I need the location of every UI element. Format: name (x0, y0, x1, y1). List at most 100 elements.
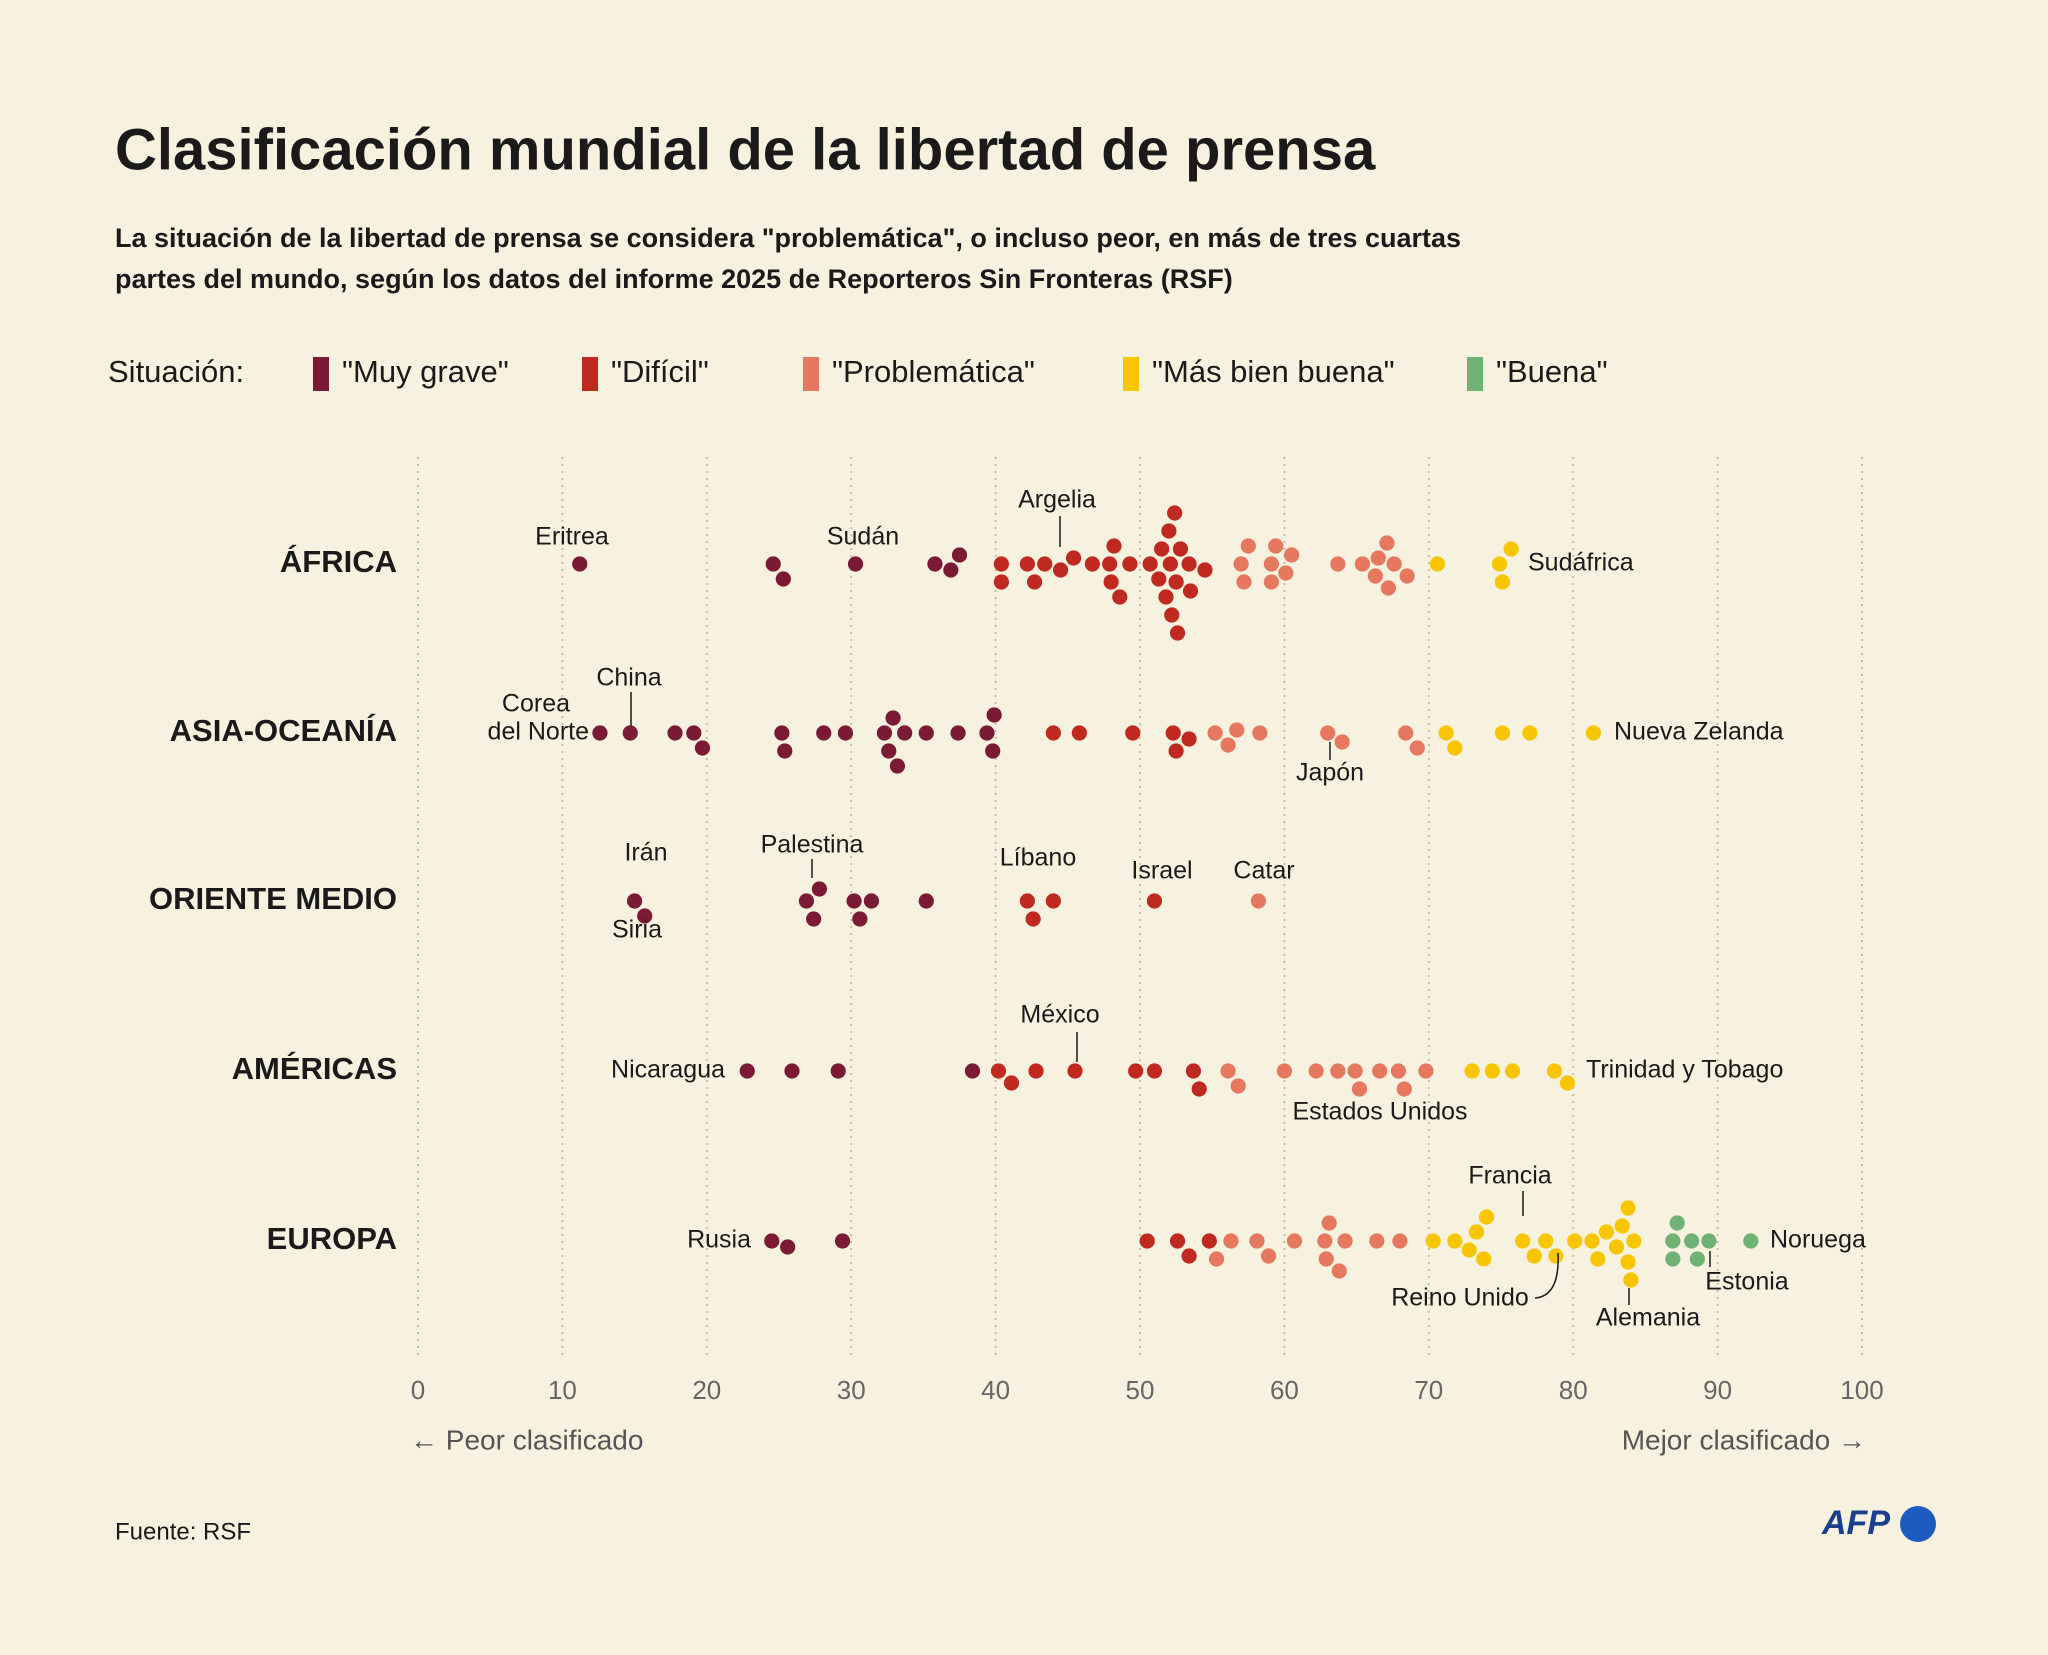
legend-label: "Difícil" (611, 354, 709, 389)
dot (1045, 893, 1061, 909)
dot (1229, 722, 1245, 738)
annotation: Eritrea (535, 523, 609, 551)
dot (777, 743, 793, 759)
annotation: Siria (612, 916, 662, 944)
dot (1317, 1233, 1333, 1249)
dot (852, 911, 868, 927)
dot (775, 571, 791, 587)
annotation: México (1020, 1001, 1099, 1029)
dot (1103, 574, 1119, 590)
dot (1197, 562, 1213, 578)
dot (1028, 1063, 1044, 1079)
dot (1260, 1248, 1277, 1264)
dot (1151, 571, 1167, 587)
dot (1347, 1063, 1363, 1079)
dot (876, 725, 893, 741)
dot (1106, 538, 1122, 554)
annotation: Israel (1131, 857, 1192, 885)
dot (1503, 541, 1519, 557)
logo-circle (1900, 1506, 1936, 1542)
x-tick-label: 80 (1559, 1375, 1588, 1405)
dot (1207, 725, 1223, 741)
dot (847, 556, 864, 572)
dot (764, 1233, 780, 1249)
row-label: ORIENTE MEDIO (149, 881, 397, 916)
x-tick-label: 30 (837, 1375, 866, 1405)
dot (1181, 1248, 1197, 1264)
dot (1223, 1233, 1239, 1249)
dot (1112, 589, 1128, 605)
dot (1268, 538, 1284, 554)
annotation: China (596, 664, 661, 692)
dot (1165, 725, 1181, 741)
legend-label: "Buena" (1496, 354, 1608, 389)
dot (1689, 1251, 1705, 1267)
dot (1220, 737, 1236, 753)
dot (637, 908, 653, 924)
dot (1330, 1063, 1346, 1079)
dot (1370, 550, 1386, 566)
dot (1025, 911, 1041, 927)
dot (1354, 556, 1370, 572)
x-tick-label: 70 (1414, 1375, 1443, 1405)
dot (1608, 1239, 1625, 1255)
annotation: Palestina (761, 831, 864, 859)
dot (572, 556, 588, 572)
dot (950, 725, 966, 741)
dot (985, 743, 1001, 759)
annotation: Nicaragua (611, 1056, 725, 1084)
dot (993, 574, 1009, 590)
dot (951, 547, 968, 563)
legend-swatch (803, 357, 819, 391)
dot (1263, 574, 1280, 590)
dot (1181, 556, 1197, 572)
dots (572, 505, 1759, 1288)
dot (1526, 1248, 1542, 1264)
x-label-left: ← Peor clasificado (410, 1424, 643, 1455)
dot (1614, 1218, 1630, 1234)
dot (1548, 1248, 1564, 1264)
dot (1392, 1233, 1408, 1249)
dot (1167, 505, 1183, 521)
x-tick-label: 0 (411, 1375, 425, 1405)
dot (1546, 1063, 1563, 1079)
dot (1494, 725, 1511, 741)
dot (897, 725, 913, 741)
dot (1620, 1254, 1636, 1270)
dot (1438, 725, 1454, 741)
dot (1071, 725, 1087, 741)
dot (1128, 1063, 1144, 1079)
annotation: Sudáfrica (1528, 549, 1634, 577)
dot (1538, 1233, 1554, 1249)
annotation: Catar (1233, 857, 1294, 885)
dot (1236, 574, 1252, 590)
dot (1468, 1224, 1485, 1240)
legend-label: "Problemática" (832, 354, 1035, 389)
dot (784, 1063, 800, 1079)
dot (1252, 725, 1268, 741)
dot (918, 893, 934, 909)
leader-line (1534, 1252, 1559, 1299)
dot (774, 725, 790, 741)
annotation: Corea (502, 690, 570, 718)
dot (1372, 1063, 1388, 1079)
dot (1162, 556, 1178, 572)
dot (1084, 556, 1100, 572)
logo: AFP (1821, 1504, 1890, 1542)
dot (1585, 725, 1602, 741)
dot (1367, 568, 1383, 584)
dot (1220, 1063, 1236, 1079)
dot (1321, 1215, 1337, 1231)
dot (686, 725, 702, 741)
dot (1146, 1063, 1163, 1079)
annotation: Japón (1296, 759, 1364, 787)
dot (1161, 523, 1177, 539)
dot (694, 740, 711, 756)
row-label: AMÉRICAS (232, 1051, 397, 1086)
row-label: EUROPA (267, 1221, 397, 1256)
dot (1584, 1233, 1600, 1249)
dot (1208, 1251, 1225, 1267)
dot (1522, 725, 1538, 741)
legend-swatch (313, 357, 329, 391)
